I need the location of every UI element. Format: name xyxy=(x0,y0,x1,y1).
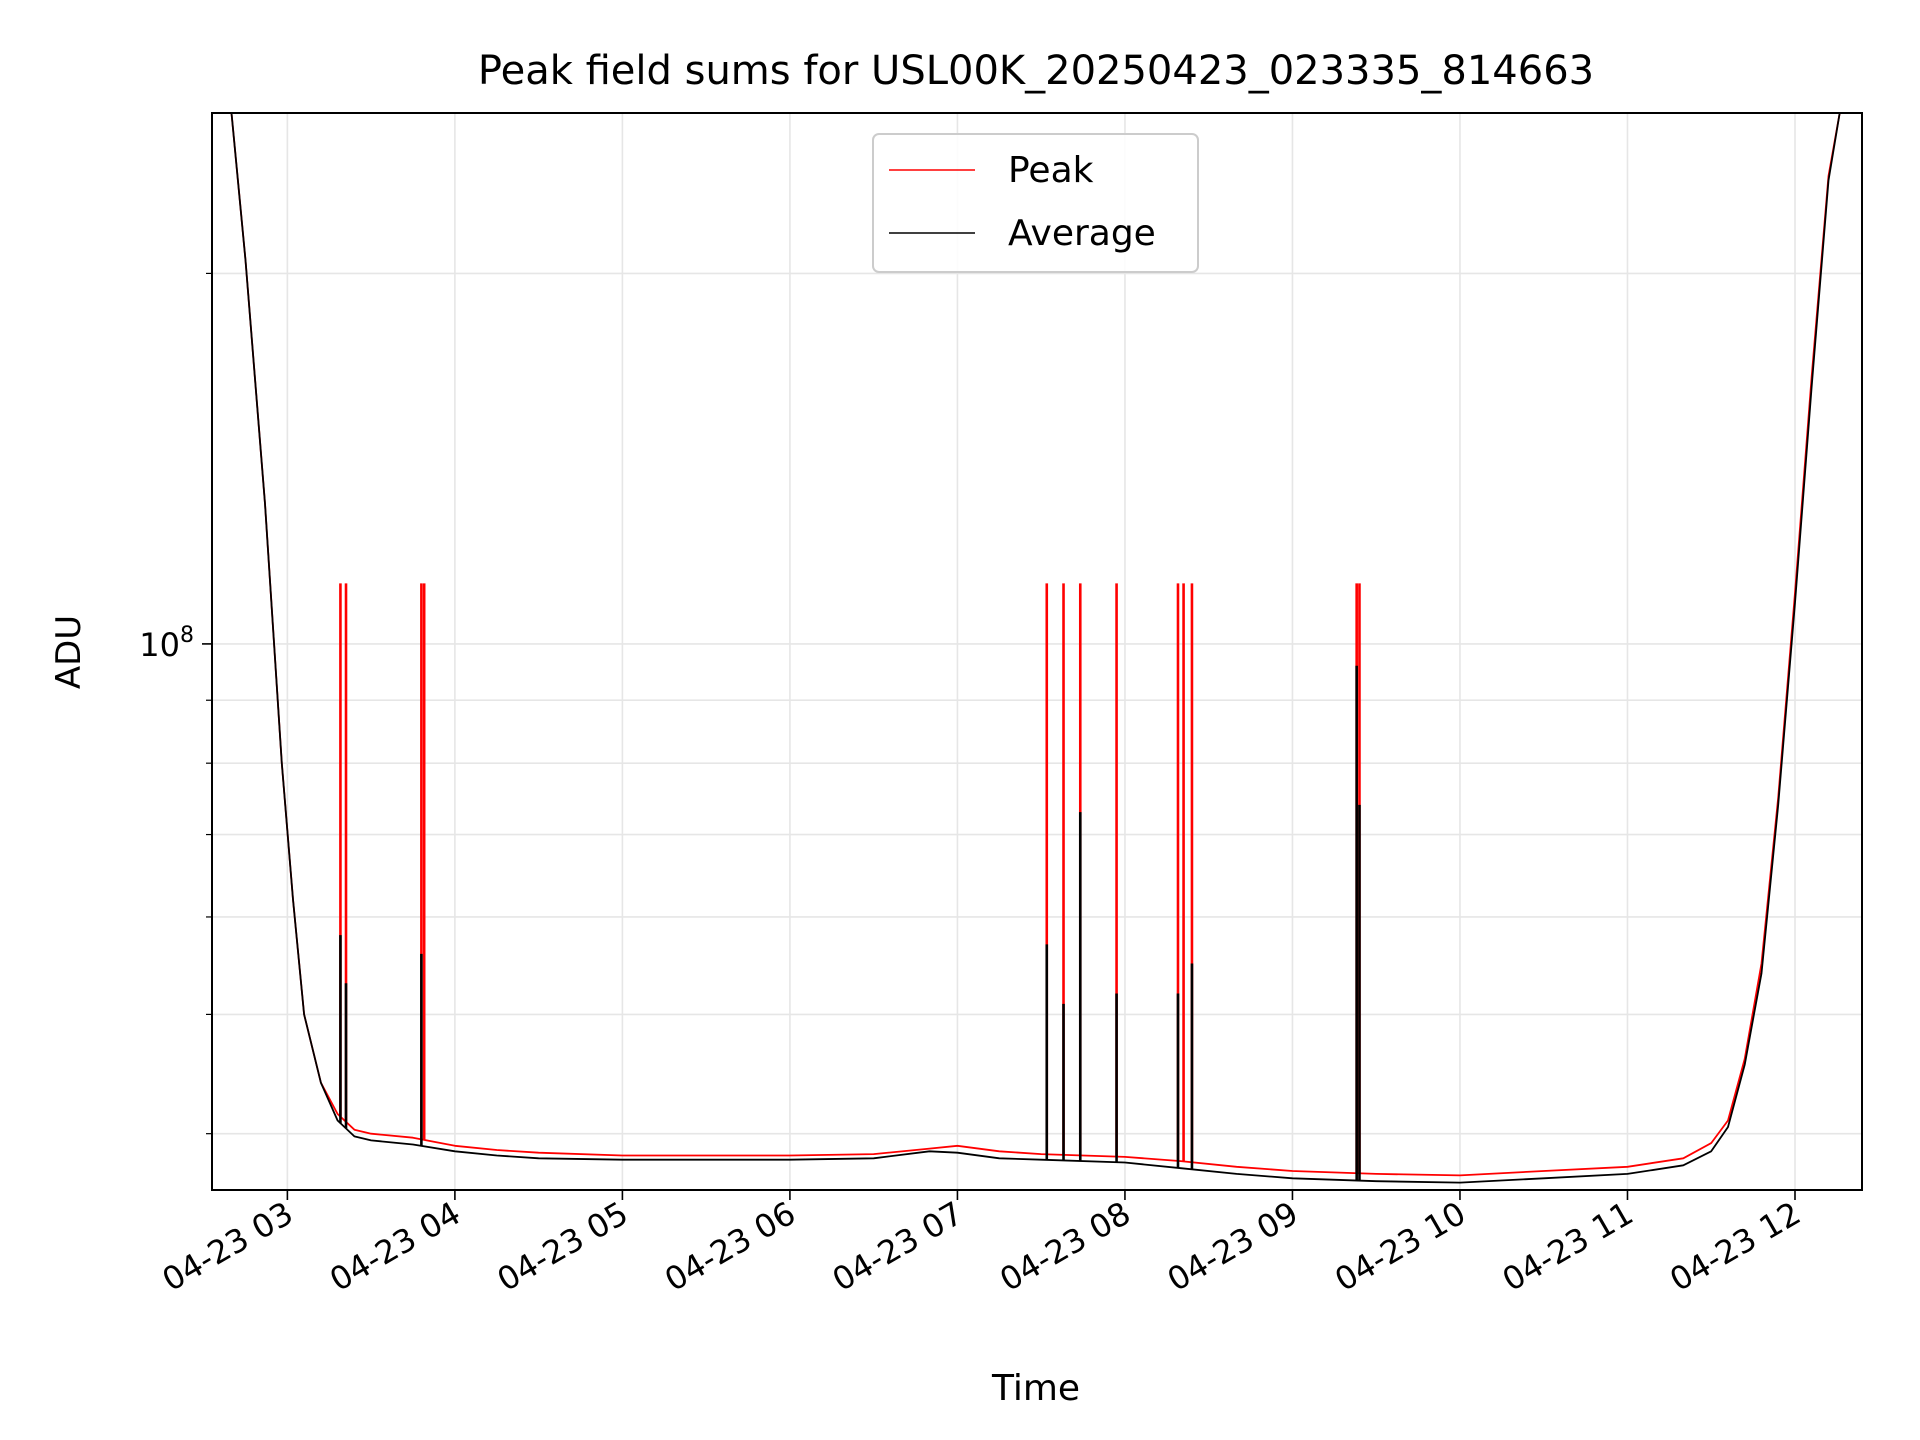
y-tick-label: 108 xyxy=(139,623,194,664)
legend: Peak Average xyxy=(872,133,1199,273)
y-tick-label-base: 10 xyxy=(139,626,180,664)
y-axis-label: ADU xyxy=(49,615,89,689)
plot-frame xyxy=(211,112,1863,1191)
gridlines xyxy=(212,113,1862,1190)
chart-title: Peak field sums for USL00K_20250423_0233… xyxy=(478,48,1594,94)
series-layer xyxy=(212,113,1862,1184)
series-line-average xyxy=(212,113,1862,1184)
legend-label-peak: Peak xyxy=(1008,150,1094,191)
y-tick-label-exponent: 8 xyxy=(180,623,194,648)
x-axis-label: Time xyxy=(991,1368,1080,1409)
y-axis: 108 xyxy=(139,272,212,1135)
legend-label-average: Average xyxy=(1008,213,1156,254)
legend-box xyxy=(872,133,1199,273)
